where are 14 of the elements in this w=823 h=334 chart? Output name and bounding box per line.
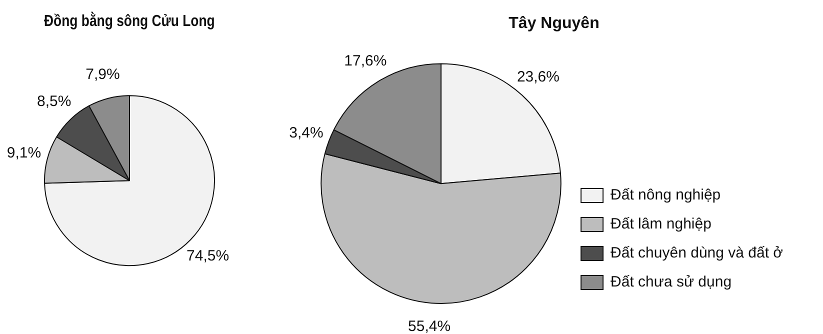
chart-title: Tây Nguyên [508, 15, 600, 32]
data-label: 17,6% [344, 52, 387, 70]
legend-label: Đất chưa sử dụng [610, 274, 732, 291]
legend-label: Đất nông nghiệp [610, 186, 721, 204]
data-label: 7,9% [86, 66, 120, 84]
data-label: 3,4% [289, 124, 324, 142]
data-label: 55,4% [408, 318, 451, 334]
chart-title: Đồng bằng sông Cửu Long [44, 10, 215, 30]
data-label: 9,1% [6, 144, 42, 162]
legend-label: Đất lâm nghiệp [610, 216, 712, 233]
data-label: 23,6% [516, 68, 560, 86]
data-label: 74,5% [186, 248, 230, 265]
data-label: 8,5% [37, 92, 72, 110]
legend-label: Đất chuyên dùng và đất ở [610, 244, 784, 262]
